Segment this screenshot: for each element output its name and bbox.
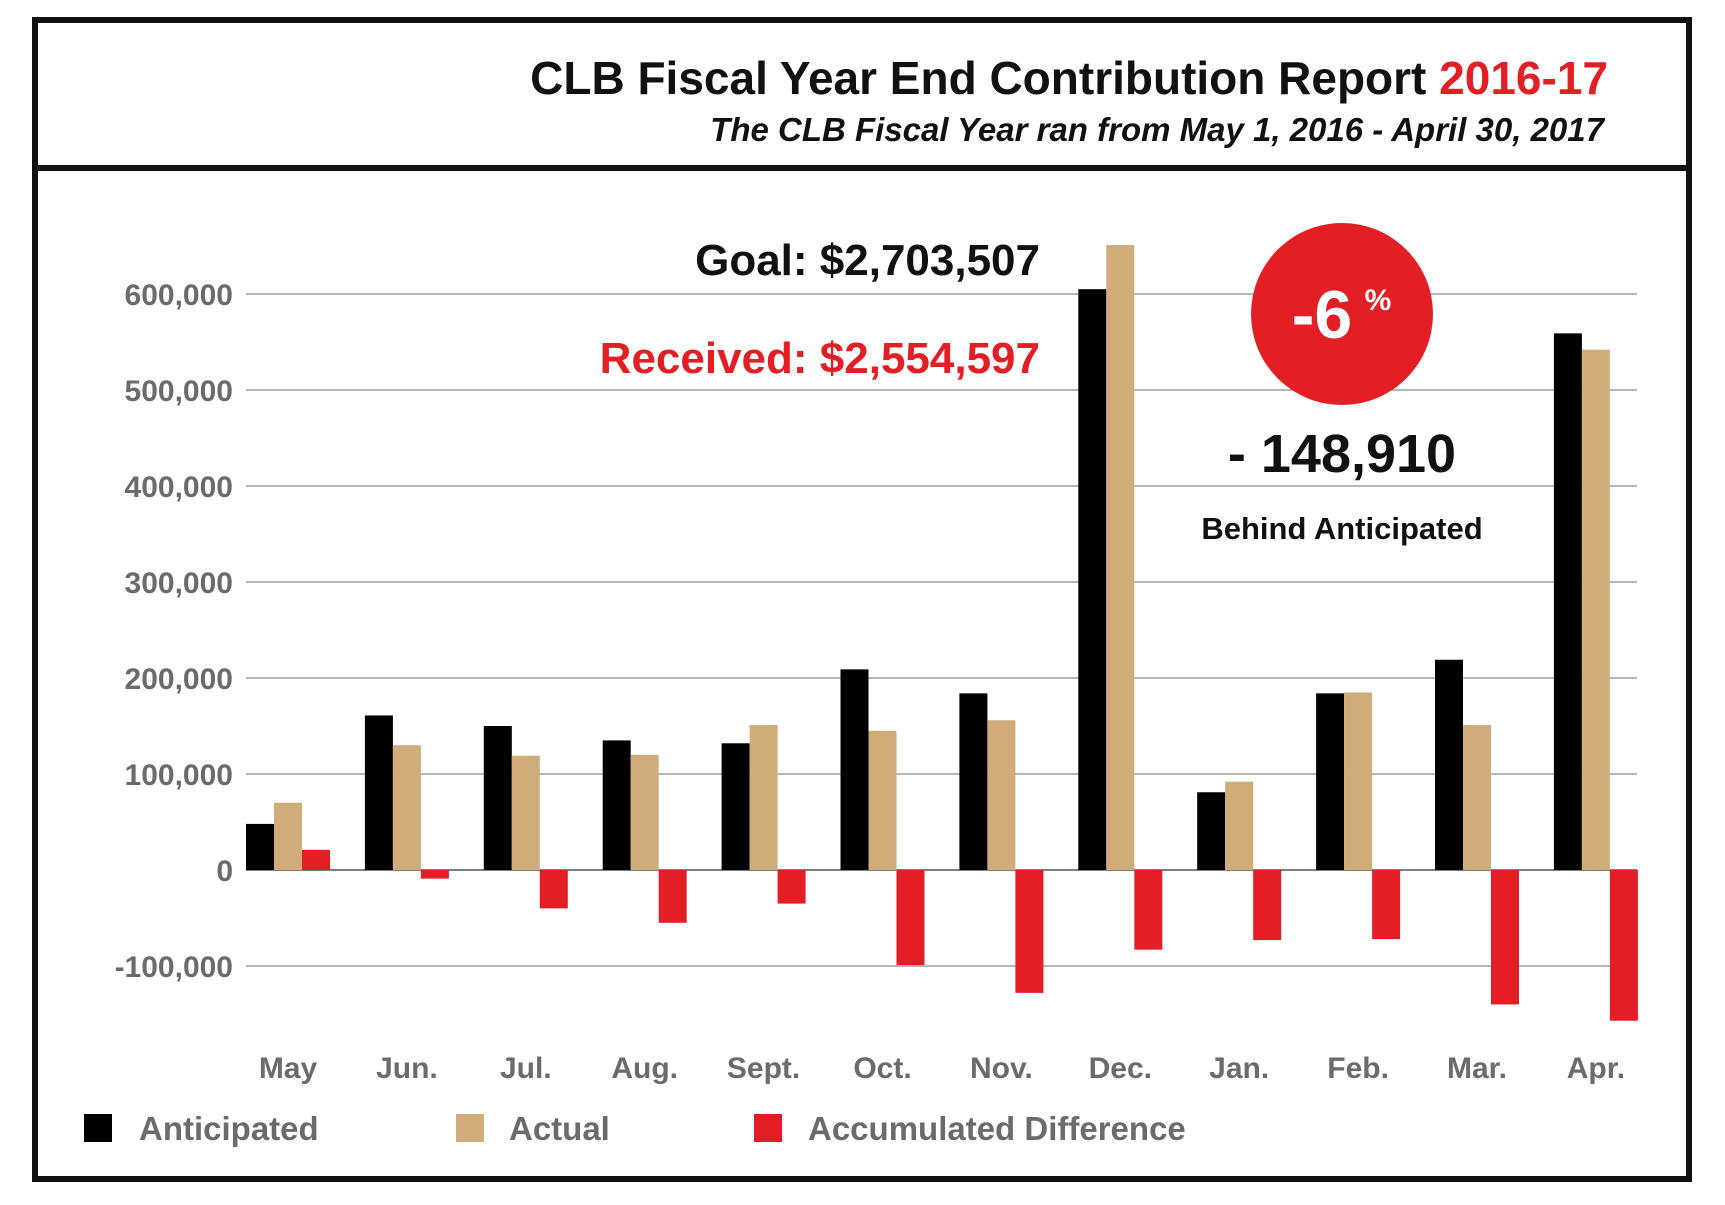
goal-label: Goal: $2,703,507 <box>695 236 1040 285</box>
bar-actual <box>1225 781 1254 870</box>
y-tick-label: 400,000 <box>125 471 233 504</box>
y-tick-label: 0 <box>216 855 233 888</box>
difference-caption: Behind Anticipated <box>1201 511 1482 546</box>
legend: Anticipated Actual Accumulated Differenc… <box>84 1110 1186 1147</box>
bar-actual <box>749 725 778 870</box>
bar-anticipated <box>602 740 631 870</box>
bar-accumulated-difference <box>1491 870 1519 1005</box>
report-subtitle: The CLB Fiscal Year ran from May 1, 2016… <box>710 111 1604 148</box>
gridlines <box>246 293 1637 967</box>
bar-accumulated-difference <box>777 870 806 904</box>
y-tick-label: 100,000 <box>125 759 233 792</box>
bar-anticipated <box>840 669 869 870</box>
legend-swatch-actual <box>456 1114 484 1142</box>
x-category-label: Oct. <box>853 1052 911 1085</box>
percent-sign: % <box>1365 284 1392 317</box>
percent-value: -6 <box>1292 277 1352 353</box>
legend-label-actual: Actual <box>509 1110 610 1147</box>
bar-accumulated-difference <box>539 870 568 909</box>
x-category-label: Aug. <box>611 1052 678 1085</box>
received-label: Received: $2,554,597 <box>600 334 1040 383</box>
percent-badge <box>1251 223 1433 405</box>
legend-swatch-accumulated-difference <box>754 1114 782 1142</box>
bar-actual <box>274 802 302 870</box>
legend-label-anticipated: Anticipated <box>139 1110 319 1147</box>
bar-anticipated <box>959 693 988 870</box>
report-header: CLB Fiscal Year End Contribution Report … <box>38 23 1686 171</box>
bar-anticipated <box>721 743 750 870</box>
x-category-label: Jun. <box>376 1052 438 1085</box>
title-main: CLB Fiscal Year End Contribution Report <box>530 52 1440 104</box>
x-category-label: Mar. <box>1447 1052 1507 1085</box>
y-tick-label: 600,000 <box>125 279 233 312</box>
bar-anticipated <box>1435 659 1463 870</box>
bar-actual <box>511 755 540 870</box>
bar-actual <box>392 745 421 870</box>
bar-anticipated <box>1078 289 1107 870</box>
legend-label-accumulated-difference: Accumulated Difference <box>808 1110 1186 1147</box>
bar-actual <box>1106 245 1135 871</box>
bar-actual <box>1463 725 1491 870</box>
x-category-label: Feb. <box>1327 1052 1389 1085</box>
bar-accumulated-difference <box>658 870 687 923</box>
bar-accumulated-difference <box>1372 870 1401 940</box>
x-category-label: Dec. <box>1089 1052 1152 1085</box>
x-category-label: May <box>259 1052 318 1085</box>
bar-anticipated <box>483 726 512 870</box>
legend-swatch-anticipated <box>84 1114 112 1142</box>
x-category-label: Jan. <box>1209 1052 1269 1085</box>
y-tick-label: 500,000 <box>125 375 233 408</box>
bars <box>246 245 1638 1021</box>
x-category-label: Jul. <box>500 1052 552 1085</box>
y-axis-ticks: 600,000 500,000 400,000 300,000 200,000 100,0… <box>115 279 233 984</box>
bar-actual <box>630 754 659 870</box>
bar-anticipated <box>1197 792 1226 870</box>
bar-anticipated <box>1553 333 1582 870</box>
y-tick-label: 200,000 <box>125 663 233 696</box>
bar-accumulated-difference <box>1253 870 1282 941</box>
bar-anticipated <box>246 823 274 870</box>
report-title: CLB Fiscal Year End Contribution Report … <box>530 51 1608 105</box>
title-year: 2016-17 <box>1439 52 1608 104</box>
difference-value: - 148,910 <box>1228 424 1456 484</box>
bar-accumulated-difference <box>302 849 330 870</box>
bar-actual <box>987 720 1016 870</box>
bar-accumulated-difference <box>1609 870 1638 1021</box>
bar-accumulated-difference <box>1134 870 1163 950</box>
x-category-label: Nov. <box>970 1052 1033 1085</box>
y-tick-label: -100,000 <box>115 951 233 984</box>
bar-accumulated-difference <box>420 870 449 879</box>
bar-actual <box>1344 692 1373 870</box>
x-axis-categories: May Jun. Jul. Aug. Sept. Oct. Nov. Dec. Jan. Feb.… <box>259 1052 1625 1085</box>
bar-accumulated-difference <box>896 870 925 966</box>
bar-anticipated <box>1316 693 1345 870</box>
report-frame: CLB Fiscal Year End Contribution Report … <box>32 17 1692 1182</box>
x-category-label: Apr. <box>1567 1052 1625 1085</box>
bar-accumulated-difference <box>1015 870 1044 993</box>
y-tick-label: 300,000 <box>125 567 233 600</box>
bar-anticipated <box>364 715 393 870</box>
x-category-label: Sept. <box>727 1052 800 1085</box>
bar-actual <box>868 730 897 870</box>
bar-actual <box>1581 349 1610 870</box>
